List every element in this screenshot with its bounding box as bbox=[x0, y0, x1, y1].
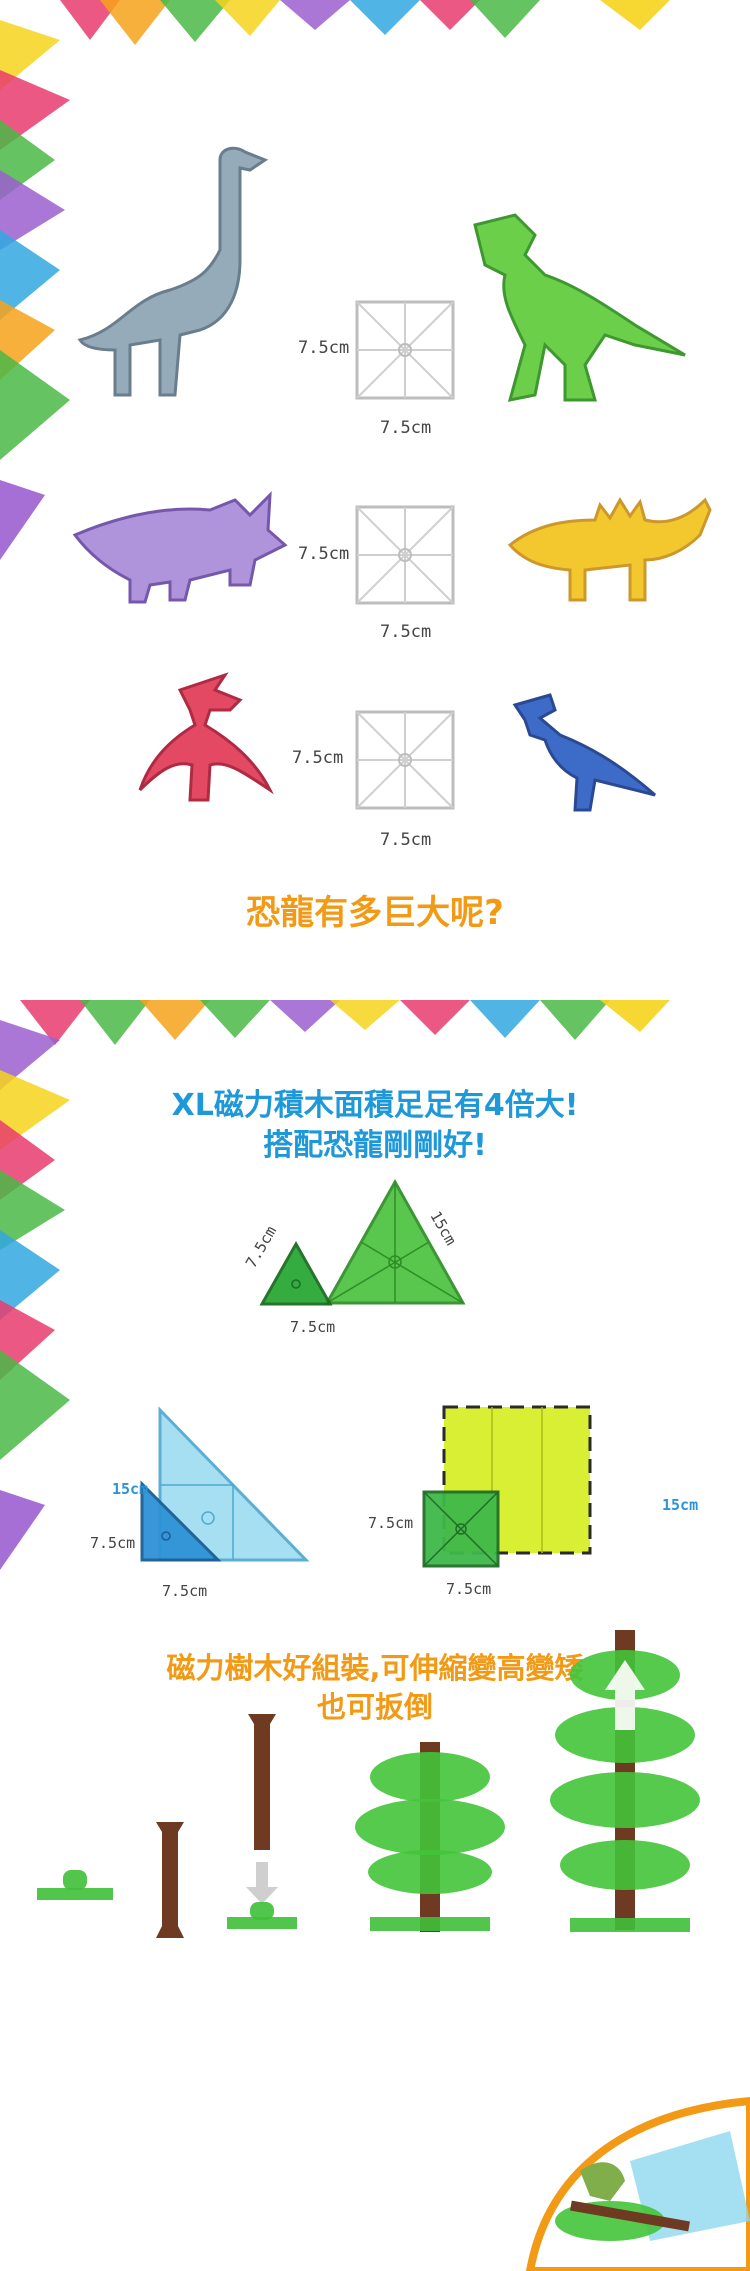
triangle-small-base-label: 7.5cm bbox=[290, 1318, 336, 1336]
raptor-model bbox=[512, 693, 656, 812]
right-triangle-tile-small bbox=[140, 1480, 222, 1562]
tile-square-small bbox=[355, 710, 455, 810]
xl-tiles-section: XL磁力積木面積足足有4倍大! 搭配恐龍剛剛好! 7.5cm 7.5cm 15c… bbox=[0, 1000, 750, 2271]
section3-headline-line1: 磁力樹木好組裝,可伸縮變高變矮 bbox=[166, 1651, 584, 1685]
tree-tall-model bbox=[550, 1630, 700, 1932]
triangle-tile-large bbox=[324, 1178, 466, 1305]
bunting-top bbox=[60, 0, 670, 45]
tree-step-base bbox=[37, 1870, 113, 1900]
section3-headline-line2: 也可扳倒 bbox=[316, 1690, 433, 1724]
tree-step-insert bbox=[227, 1714, 297, 1929]
right-triangle-large-side-label: 15cm bbox=[112, 1480, 149, 1498]
triceratops-model bbox=[72, 491, 288, 604]
height-label: 7.5cm bbox=[298, 338, 350, 358]
dinosaur-size-section: 7.5cm 7.5cm 7.5cm 7.5cm 7.5cm 7.5cm 恐龍有多… bbox=[0, 0, 750, 1000]
section2-headline-line1: XL磁力積木面積足足有4倍大! bbox=[171, 1088, 579, 1123]
t-rex-model bbox=[473, 213, 686, 402]
bunting-top bbox=[20, 1000, 670, 1045]
triangle-tile-small bbox=[259, 1240, 333, 1306]
stegosaurus-model bbox=[507, 497, 712, 602]
height-label: 7.5cm bbox=[292, 748, 344, 768]
square-small-side-label: 7.5cm bbox=[368, 1514, 414, 1532]
height-label: 7.5cm bbox=[298, 544, 350, 564]
pterodactyl-model bbox=[138, 672, 274, 802]
square-large-side-label: 15cm bbox=[662, 1496, 699, 1514]
right-triangle-tile-large bbox=[158, 1406, 310, 1562]
right-triangle-small-side-label: 7.5cm bbox=[90, 1534, 136, 1552]
square-small-base-label: 7.5cm bbox=[446, 1580, 492, 1598]
square-tile-small bbox=[422, 1490, 500, 1568]
section2-headline-line2: 搭配恐龍剛剛好! bbox=[263, 1128, 487, 1163]
tile-square-small bbox=[355, 300, 455, 400]
brachiosaurus-model bbox=[77, 146, 269, 397]
tree-short-model bbox=[355, 1742, 505, 1932]
bunting-left bbox=[0, 20, 70, 560]
section1-headline: 恐龍有多巨大呢? bbox=[246, 893, 504, 933]
tree-step-trunk bbox=[156, 1822, 184, 1938]
width-label: 7.5cm bbox=[380, 622, 432, 642]
corner-scene bbox=[525, 2096, 750, 2271]
tile-square-small bbox=[355, 505, 455, 605]
width-label: 7.5cm bbox=[380, 830, 432, 850]
bunting-left bbox=[0, 1020, 70, 1570]
width-label: 7.5cm bbox=[380, 418, 432, 438]
right-triangle-small-base-label: 7.5cm bbox=[162, 1582, 208, 1600]
